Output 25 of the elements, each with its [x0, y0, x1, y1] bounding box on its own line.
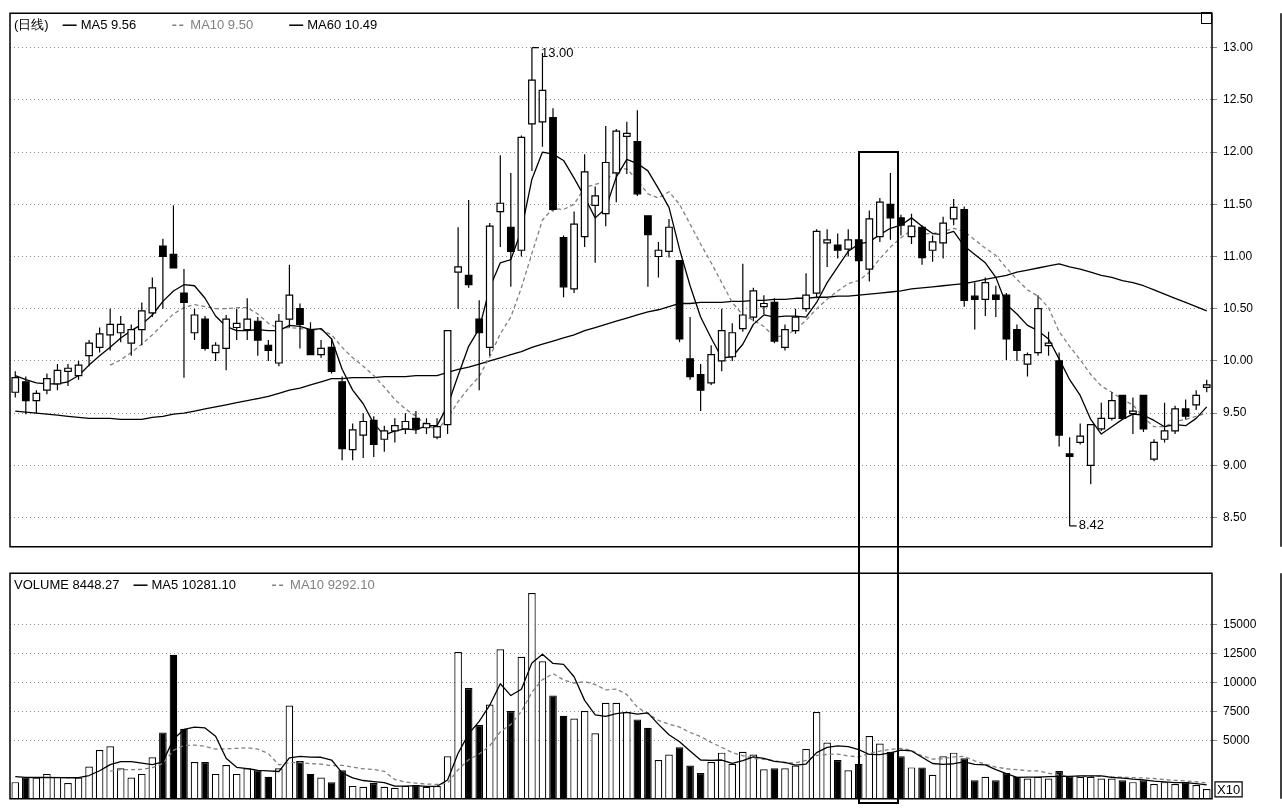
legend-label: MA5 10281.10: [151, 576, 237, 592]
y-tick-label: 13.00: [1223, 39, 1254, 54]
y-tick-label: 5000: [1223, 732, 1251, 747]
y-tick-label: 12500: [1223, 645, 1257, 660]
legend-label: MA10 9.50: [190, 16, 254, 32]
y-tick-label: 10000: [1223, 674, 1257, 689]
y-tick-label: 8.50: [1223, 509, 1247, 524]
chart-title: VOLUME 8448.27: [14, 576, 120, 592]
y-tick-label: 15000: [1223, 616, 1257, 631]
chart-title: (日线): [14, 16, 49, 32]
y-tick-label: 12.00: [1223, 144, 1254, 159]
y-tick-label: 10.50: [1223, 301, 1254, 316]
legend-label: MA10 9292.10: [290, 576, 375, 592]
legend-label: MA5 9.56: [80, 16, 137, 32]
y-tick-label: 10.00: [1223, 353, 1254, 368]
annotation: 8.42: [1078, 517, 1104, 533]
text: X10: [1217, 781, 1241, 797]
y-tick-label: 12.50: [1223, 92, 1254, 107]
y-tick-label: 11.00: [1223, 248, 1253, 263]
legend-label: MA60 10.49: [307, 16, 378, 32]
y-tick-label: 9.00: [1223, 457, 1247, 472]
annotation: 13.00: [540, 45, 574, 61]
y-tick-label: 9.50: [1223, 405, 1247, 420]
y-tick-label: 11.50: [1223, 196, 1253, 211]
y-tick-label: 7500: [1223, 703, 1251, 718]
